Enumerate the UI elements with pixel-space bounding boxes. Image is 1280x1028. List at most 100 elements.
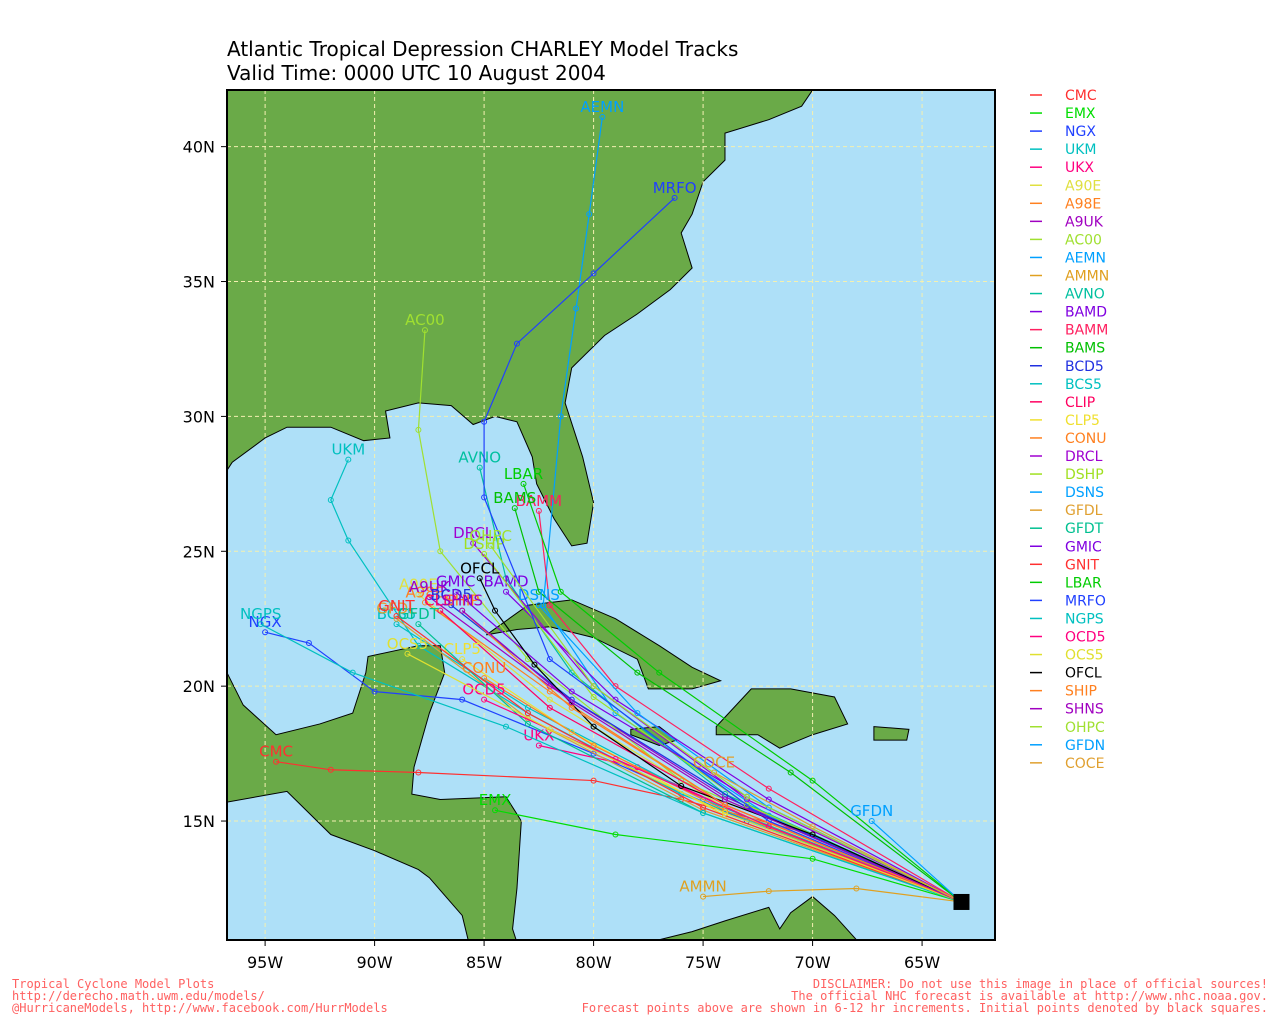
- track: [514, 507, 962, 903]
- track-label: LBAR: [504, 465, 543, 483]
- track-point: [573, 305, 580, 312]
- track-point: [524, 710, 531, 717]
- track-point: [765, 804, 772, 811]
- track-point: [599, 113, 606, 120]
- track-point: [262, 629, 269, 636]
- track-label: BCS5: [377, 605, 417, 623]
- legend-label: OFCL: [1065, 666, 1102, 682]
- track: [703, 887, 962, 903]
- track: [461, 610, 962, 903]
- track-point: [809, 777, 816, 784]
- y-tick-label: 20N: [183, 677, 215, 696]
- track-point: [535, 602, 542, 609]
- track-label: SHNS: [441, 592, 483, 610]
- track-point: [404, 650, 411, 657]
- track-point: [809, 855, 816, 862]
- track-point: [546, 704, 553, 711]
- legend-label: OCD5: [1065, 630, 1105, 646]
- track-point: [634, 710, 641, 717]
- track-label: COCE: [693, 753, 735, 771]
- track-point: [327, 766, 334, 773]
- legend-label: A9UK: [1065, 214, 1104, 230]
- track: [522, 483, 962, 903]
- track-point: [546, 726, 553, 733]
- track-point: [349, 669, 356, 676]
- legend-label: GMIC: [1065, 539, 1102, 555]
- track-point: [476, 575, 483, 582]
- track-point: [678, 782, 685, 789]
- track-point: [481, 494, 488, 501]
- track-point: [476, 464, 483, 471]
- track: [542, 116, 962, 903]
- y-tick-label: 15N: [183, 812, 215, 831]
- track-point: [371, 688, 378, 695]
- legend-label: OHPC: [1065, 720, 1105, 736]
- track-label: GFDT: [398, 605, 440, 623]
- track: [260, 623, 962, 903]
- track-point: [393, 613, 400, 620]
- footer-right: The official NHC forecast is available a…: [791, 989, 1268, 1003]
- x-tick-label: 65W: [904, 953, 940, 972]
- track-point: [421, 327, 428, 334]
- start-point: [953, 893, 970, 910]
- legend-label: DSHP: [1065, 467, 1104, 483]
- track-point: [590, 777, 597, 784]
- track-point: [257, 621, 264, 628]
- track-point: [590, 683, 597, 690]
- track-point: [568, 699, 575, 706]
- legend-label: BAMS: [1065, 341, 1105, 357]
- legend-label: OCS5: [1065, 648, 1104, 664]
- track-point: [481, 696, 488, 703]
- track-label: GMIC: [436, 573, 475, 591]
- track-label: DSHP: [463, 535, 504, 553]
- track-label: GNIT: [378, 597, 415, 615]
- track-point: [415, 621, 422, 628]
- track-label: MRFO: [653, 179, 697, 197]
- track-point: [868, 818, 875, 825]
- footer-right: DISCLAIMER: Do not use this image in pla…: [813, 977, 1268, 991]
- track-point: [502, 575, 509, 582]
- y-tick-label: 40N: [183, 138, 215, 157]
- y-tick-label: 35N: [183, 273, 215, 292]
- track-point: [492, 607, 499, 614]
- track-label: CONU: [462, 659, 506, 677]
- track-point: [853, 885, 860, 892]
- track-point: [586, 211, 593, 218]
- footer-right: Forecast points above are shown in 6-12 …: [582, 1001, 1268, 1015]
- track-point: [765, 785, 772, 792]
- track-label: GFDL: [376, 600, 417, 618]
- track-point: [487, 542, 494, 549]
- track-label: OCS5: [387, 635, 428, 653]
- track-label: OFCL: [460, 559, 500, 577]
- legend-label: COCE: [1065, 756, 1104, 772]
- track-label: CMC: [259, 743, 293, 761]
- track-label: UKM: [331, 441, 365, 459]
- track: [483, 197, 962, 903]
- legend-label: NGX: [1065, 124, 1096, 140]
- landmass: [485, 599, 723, 690]
- legend-label: A98E: [1065, 196, 1101, 212]
- track: [494, 809, 962, 903]
- track-point: [524, 720, 531, 727]
- legend-label: CONU: [1065, 431, 1107, 447]
- track-point: [345, 456, 352, 463]
- track-label: GFDN: [850, 802, 893, 820]
- legend-label: GFDL: [1065, 503, 1103, 519]
- track-point: [421, 599, 428, 606]
- x-tick-label: 95W: [247, 953, 283, 972]
- x-tick-label: 85W: [466, 953, 502, 972]
- track-label: A98E: [406, 584, 445, 602]
- track: [713, 771, 962, 903]
- track-label: OHPC: [469, 527, 512, 545]
- track-point: [743, 801, 750, 808]
- landmass: [873, 726, 910, 741]
- legend-label: GFDN: [1065, 738, 1105, 754]
- legend-label: BCD5: [1065, 359, 1104, 375]
- legend-label: BAMM: [1065, 323, 1108, 339]
- track-point: [809, 823, 816, 830]
- track-point: [540, 602, 547, 609]
- legend-label: GNIT: [1065, 557, 1099, 573]
- track-point: [345, 537, 352, 544]
- track: [479, 578, 962, 903]
